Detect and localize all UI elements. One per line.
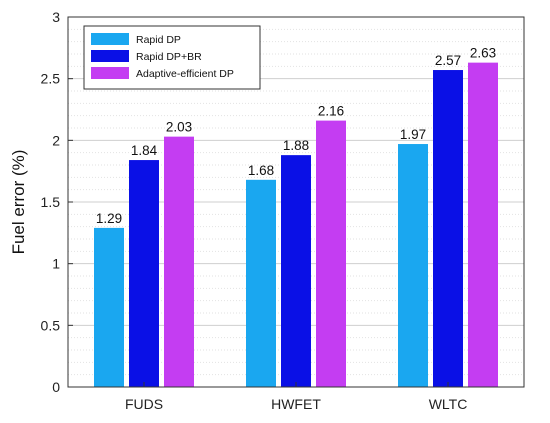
y-tick-label: 2.5 — [41, 71, 61, 87]
bar-value-label: 2.63 — [470, 46, 496, 61]
y-tick-label: 0.5 — [41, 317, 61, 333]
bar — [164, 136, 194, 387]
bar — [433, 70, 463, 388]
bar-value-label: 2.57 — [435, 53, 461, 68]
x-tick-label: HWFET — [271, 396, 321, 412]
bar-value-label: 1.68 — [248, 163, 274, 178]
y-tick-label: 0 — [52, 379, 60, 395]
bar — [468, 62, 498, 388]
x-axis-ticks: FUDS HWFET WLTC — [125, 382, 467, 412]
bar — [316, 120, 346, 387]
bar-value-label: 1.84 — [131, 143, 158, 158]
y-axis-ticks: 0 0.5 1 1.5 2 2.5 3 — [41, 9, 73, 395]
y-tick-label: 1 — [52, 256, 60, 272]
bar — [398, 144, 428, 387]
legend-swatch — [91, 50, 129, 62]
bar-value-label: 1.88 — [283, 138, 309, 153]
legend-swatch — [91, 33, 129, 45]
data-labels: 1.29 1.84 2.03 1.68 1.88 2.16 1.97 2.57 2.63 — [96, 46, 496, 226]
legend-label: Rapid DP+BR — [136, 51, 202, 63]
x-tick-label: WLTC — [429, 396, 468, 412]
x-tick-label: FUDS — [125, 396, 163, 412]
bar — [94, 227, 124, 387]
bar-value-label: 2.03 — [166, 120, 192, 135]
bars — [94, 62, 498, 388]
legend-swatch — [91, 67, 129, 79]
bar — [246, 179, 276, 387]
y-tick-label: 2 — [52, 132, 60, 148]
bar — [281, 155, 311, 387]
bar-value-label: 2.16 — [318, 104, 344, 119]
bar-value-label: 1.97 — [400, 127, 426, 142]
bar — [129, 160, 159, 387]
y-tick-label: 3 — [52, 9, 60, 25]
legend-label: Adaptive-efficient DP — [136, 68, 234, 80]
legend-label: Rapid DP — [136, 34, 181, 46]
bar-value-label: 1.29 — [96, 211, 122, 226]
y-tick-label: 1.5 — [41, 194, 61, 210]
y-axis-title: Fuel error (%) — [9, 150, 28, 255]
legend: Rapid DP Rapid DP+BR Adaptive-efficient DP — [83, 25, 261, 90]
